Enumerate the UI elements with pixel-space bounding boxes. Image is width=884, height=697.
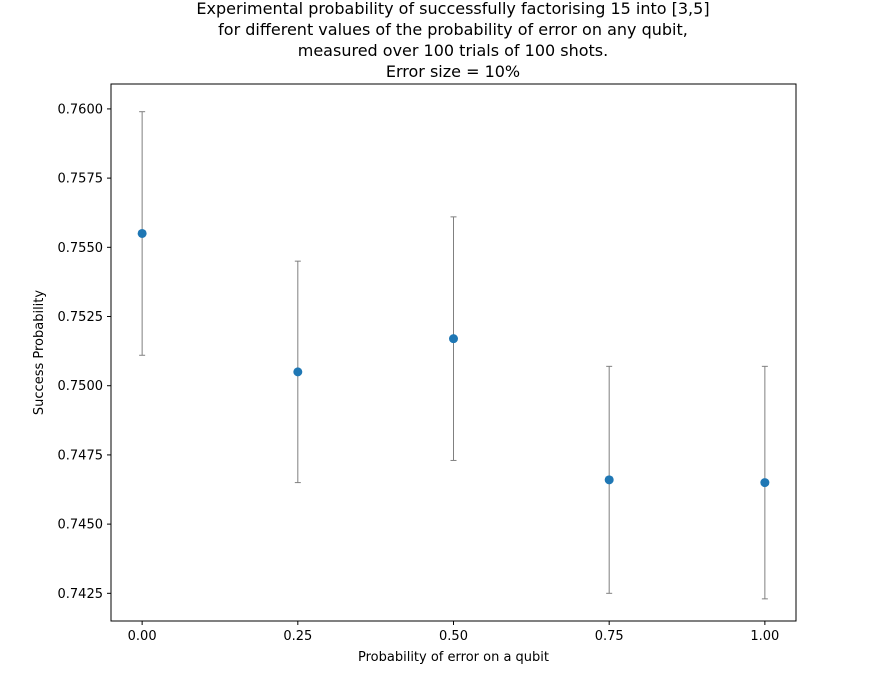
y-axis-label: Success Probability (32, 290, 47, 415)
data-point (449, 334, 458, 344)
chart-title: Experimental probability of successfully… (196, 0, 709, 81)
y-tick-label: 0.7600 (58, 102, 104, 117)
chart-title-line: for different values of the probability … (218, 20, 688, 39)
y-tick-label: 0.7550 (58, 241, 104, 256)
chart-title-line: Error size = 10% (386, 62, 520, 81)
x-axis: 0.00 0.25 0.50 0.75 1.00 (128, 621, 779, 644)
chart-title-line: measured over 100 trials of 100 shots. (298, 41, 608, 60)
x-axis-label: Probability of error on a qubit (358, 650, 549, 665)
y-tick-label: 0.7525 (58, 310, 104, 325)
data-point (137, 228, 147, 238)
x-tick-label: 0.00 (128, 629, 157, 644)
error-bars (139, 111, 768, 600)
data-point (293, 367, 303, 377)
chart-title-line: Experimental probability of successfully… (196, 0, 709, 18)
y-tick-label: 0.7575 (58, 172, 104, 187)
x-tick-label: 0.25 (283, 629, 312, 644)
y-axis: 0.7425 0.7450 0.7475 0.7500 0.7525 0.7550 0.75… (58, 102, 111, 602)
x-tick-label: 0.50 (439, 629, 468, 644)
data-point (760, 478, 770, 488)
y-tick-label: 0.7500 (58, 379, 104, 394)
y-tick-label: 0.7425 (58, 587, 104, 602)
data-points (137, 228, 770, 488)
y-tick-label: 0.7450 (58, 518, 104, 533)
x-tick-label: 1.00 (750, 629, 779, 644)
x-tick-label: 0.75 (595, 629, 624, 644)
data-point (604, 475, 614, 485)
y-tick-label: 0.7475 (58, 448, 104, 463)
